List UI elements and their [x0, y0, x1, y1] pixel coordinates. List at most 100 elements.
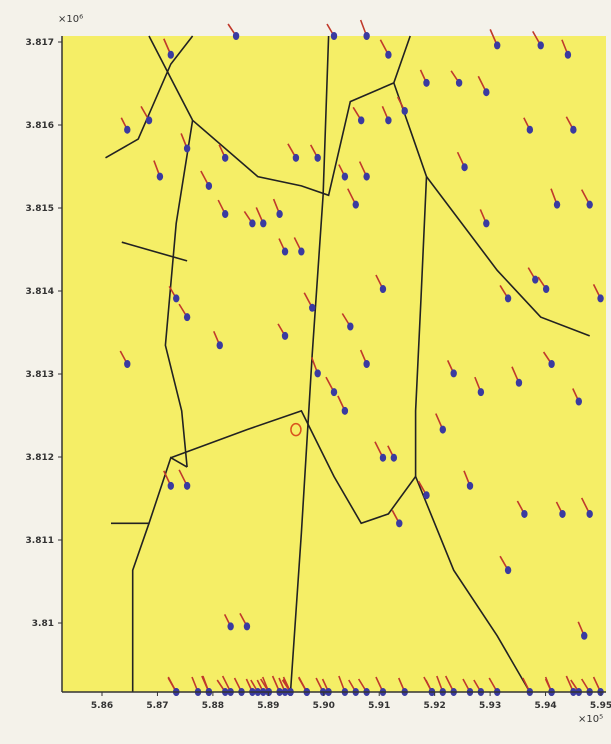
data-point-dot: [564, 50, 572, 59]
data-point: [555, 501, 566, 518]
data-point: [272, 198, 283, 219]
data-point: [217, 199, 229, 219]
data-point: [223, 614, 234, 631]
data-point-dot: [396, 519, 403, 528]
y-tick-label: 3.811: [26, 536, 54, 546]
data-point-dot: [385, 116, 392, 125]
boundary-line: [131, 523, 150, 692]
data-point: [326, 23, 338, 40]
data-point: [417, 480, 430, 500]
data-point-dot: [586, 509, 593, 518]
x-exponent-label: ×10⁵: [578, 714, 603, 725]
x-tick-label: 5.88: [202, 701, 224, 711]
data-point: [358, 161, 370, 181]
data-point-dot: [455, 78, 463, 87]
data-point-dot: [216, 341, 223, 350]
data-point-dot: [553, 200, 561, 209]
y-tick-labels: 3.81 3.811 3.812 3.813 3.814 3.815 3.816 3.817: [26, 38, 62, 629]
data-point-dot: [156, 172, 164, 181]
data-point: [550, 188, 561, 209]
data-point: [489, 29, 501, 50]
boundary-line: [170, 409, 531, 693]
data-point-dot: [298, 247, 305, 256]
boundary-line: [425, 176, 590, 337]
data-point-dot: [167, 481, 174, 490]
data-point-dot: [559, 509, 566, 518]
y-tick-label: 3.817: [26, 38, 54, 48]
boundary-line: [393, 82, 428, 477]
data-point: [419, 69, 430, 87]
x-tick-label: 5.92: [424, 701, 446, 711]
data-point-dot: [330, 388, 338, 397]
data-point: [180, 133, 191, 153]
data-point-dot: [515, 378, 523, 387]
data-point-dot: [227, 622, 234, 631]
data-point-dot: [423, 78, 430, 87]
data-point-dot: [537, 41, 544, 50]
data-point-dot: [504, 294, 512, 303]
data-point-dot: [483, 88, 490, 97]
data-point-dot: [260, 219, 267, 228]
data-point: [542, 351, 555, 368]
data-point: [375, 274, 387, 294]
data-point-dot: [575, 397, 582, 406]
data-point-dot: [363, 172, 370, 181]
data-point-dot: [205, 181, 213, 190]
data-point: [168, 285, 180, 303]
data-point-dot: [124, 125, 131, 134]
data-point-dot: [532, 275, 539, 284]
boundary-line: [111, 456, 188, 525]
data-point: [381, 106, 392, 125]
data-point: [352, 106, 365, 125]
plot-area-background: [62, 36, 606, 692]
data-point-dot: [401, 106, 408, 115]
data-point: [592, 284, 604, 303]
data-point: [463, 470, 474, 490]
data-point: [347, 188, 359, 209]
data-point-dot: [167, 50, 174, 59]
data-point: [239, 613, 251, 631]
boundary-lines: [105, 35, 590, 693]
boundary-line: [121, 241, 188, 262]
data-point: [397, 96, 408, 115]
data-point: [580, 497, 593, 518]
data-point: [511, 366, 523, 387]
data-point: [499, 284, 512, 303]
data-point-dot: [232, 32, 240, 40]
data-point: [309, 144, 321, 162]
data-point: [537, 276, 550, 294]
data-point: [456, 151, 468, 172]
data-point-dot: [450, 369, 457, 378]
data-point-dot: [281, 331, 289, 340]
boundary-line: [105, 35, 194, 159]
data-point-dot: [494, 41, 501, 50]
data-point-dot: [183, 313, 191, 322]
data-point: [516, 500, 528, 518]
data-point: [577, 621, 588, 640]
data-point: [218, 144, 229, 162]
data-point-dot: [586, 200, 593, 209]
data-point: [561, 39, 572, 59]
data-point: [163, 470, 174, 490]
data-point-dot: [379, 285, 387, 294]
data-point: [255, 207, 267, 228]
boundary-line: [164, 120, 194, 468]
data-point-dot: [542, 285, 550, 294]
data-point: [477, 75, 490, 97]
x-tick-label: 5.89: [257, 701, 279, 711]
data-point-dot: [314, 369, 321, 378]
data-point-dot: [439, 425, 446, 434]
highlight-marker-group: [290, 422, 302, 437]
data-point: [359, 19, 370, 40]
data-point: [341, 313, 354, 331]
data-point: [474, 376, 485, 397]
x-tick-label: 5.93: [479, 701, 501, 711]
data-point: [374, 441, 387, 462]
x-tick-labels: 5.86 5.87 5.88 5.89 5.90 5.91 5.92 5.93 5.94 5.95: [91, 692, 611, 711]
x-tick-label: 5.91: [368, 701, 390, 711]
x-tick-label: 5.95: [590, 701, 611, 711]
boundary-line: [148, 35, 411, 197]
data-point-dot: [330, 32, 338, 40]
data-point: [565, 116, 577, 134]
